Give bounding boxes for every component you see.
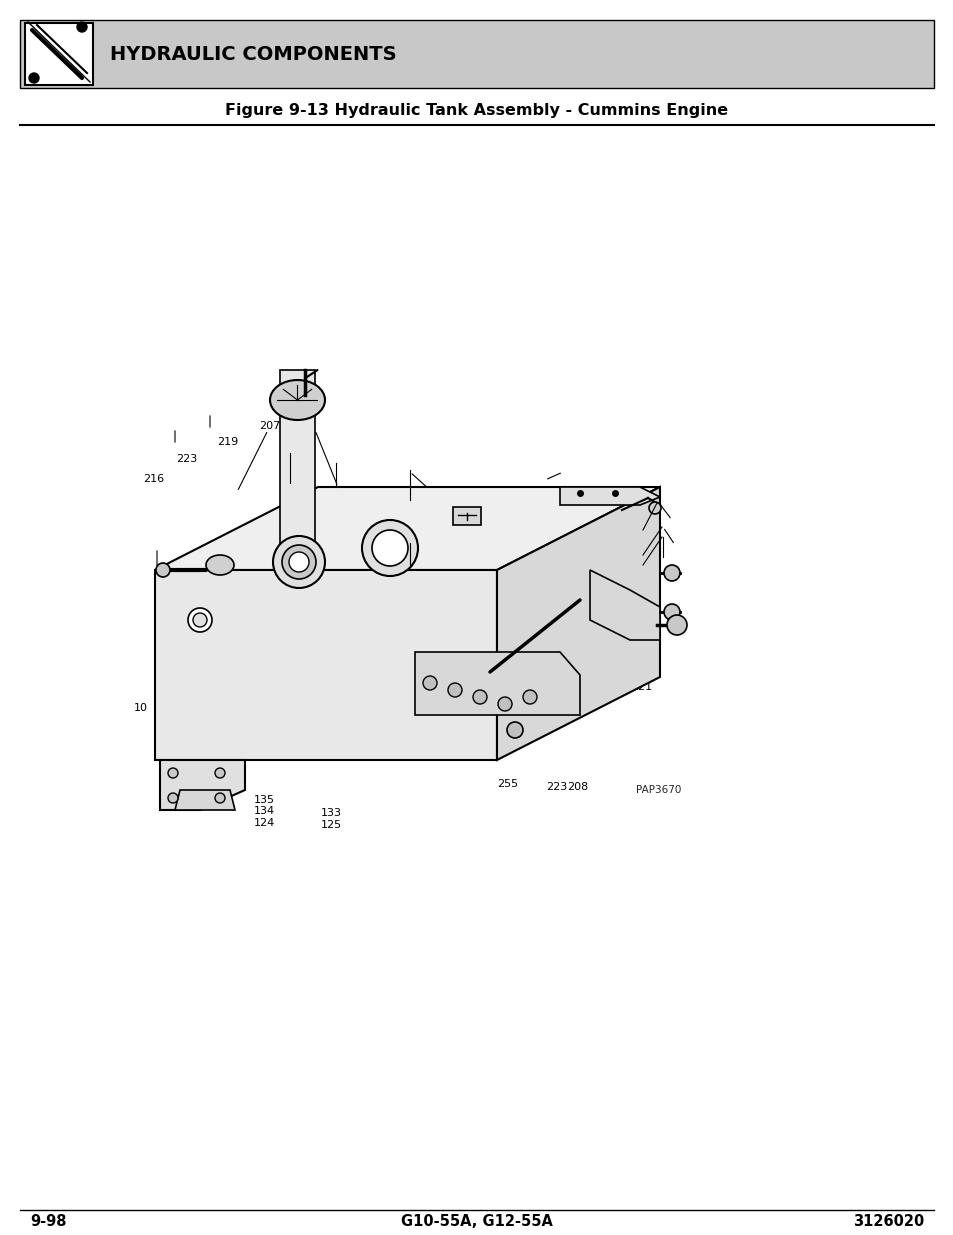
Polygon shape [589,571,659,640]
Text: 134: 134 [631,669,652,679]
Circle shape [506,722,522,739]
Ellipse shape [270,380,325,420]
Text: 5: 5 [545,566,552,576]
Text: 219: 219 [217,437,238,447]
Circle shape [663,604,679,620]
Bar [20,20,933,88]
Circle shape [214,793,225,803]
Circle shape [372,530,408,566]
Text: 6: 6 [423,566,430,576]
Ellipse shape [206,555,233,576]
Polygon shape [415,652,579,715]
Polygon shape [154,487,659,571]
Circle shape [522,690,537,704]
Circle shape [77,22,87,32]
Text: 120: 120 [368,701,389,711]
Text: 7: 7 [625,636,632,646]
Circle shape [663,564,679,580]
Circle shape [361,520,417,576]
Polygon shape [174,790,234,810]
Text: 4: 4 [502,567,509,577]
Polygon shape [559,487,659,505]
Text: 255: 255 [497,779,517,789]
Text: HYDRAULIC COMPONENTS: HYDRAULIC COMPONENTS [110,44,396,63]
Text: 134: 134 [368,594,389,604]
Text: 135: 135 [253,795,274,805]
Text: 9: 9 [492,543,498,553]
Circle shape [188,608,212,632]
Text: 133: 133 [368,606,389,616]
Text: 133: 133 [320,808,341,818]
Text: 3126020: 3126020 [852,1214,923,1230]
Circle shape [666,615,686,635]
Bar [280,370,314,564]
Circle shape [168,768,178,778]
Text: 223: 223 [176,454,197,464]
Text: 9-98: 9-98 [30,1214,67,1230]
Text: PAP3670: PAP3670 [636,785,680,795]
Bar [25,23,92,85]
Polygon shape [497,487,659,760]
Circle shape [214,768,225,778]
Text: 10: 10 [133,703,148,713]
Polygon shape [154,571,497,760]
Text: 135: 135 [368,689,389,699]
Text: 216: 216 [143,474,164,484]
Circle shape [448,683,461,697]
Circle shape [168,793,178,803]
Text: 116: 116 [368,619,389,629]
Circle shape [289,552,309,572]
Circle shape [648,501,660,514]
Polygon shape [160,760,245,810]
Circle shape [29,73,39,83]
Circle shape [273,536,325,588]
Text: 124: 124 [253,818,274,827]
Text: 134: 134 [253,806,274,816]
Text: 207: 207 [259,421,280,431]
Circle shape [422,676,436,690]
Text: 125: 125 [320,820,341,830]
Text: 223: 223 [545,782,566,792]
Circle shape [497,697,512,711]
Text: G10-55A, G12-55A: G10-55A, G12-55A [400,1214,553,1230]
Text: 3: 3 [203,703,210,713]
Text: 136: 136 [201,781,222,790]
Text: 121: 121 [631,682,652,692]
Text: 2: 2 [534,613,540,622]
Circle shape [282,545,315,579]
Text: 1: 1 [502,580,509,590]
Text: 123: 123 [240,627,261,637]
Text: Figure 9-13 Hydraulic Tank Assembly - Cummins Engine: Figure 9-13 Hydraulic Tank Assembly - Cu… [225,103,728,117]
Text: 208: 208 [566,782,587,792]
Bar [453,508,480,525]
Circle shape [193,613,207,627]
Circle shape [156,563,170,577]
Circle shape [473,690,486,704]
